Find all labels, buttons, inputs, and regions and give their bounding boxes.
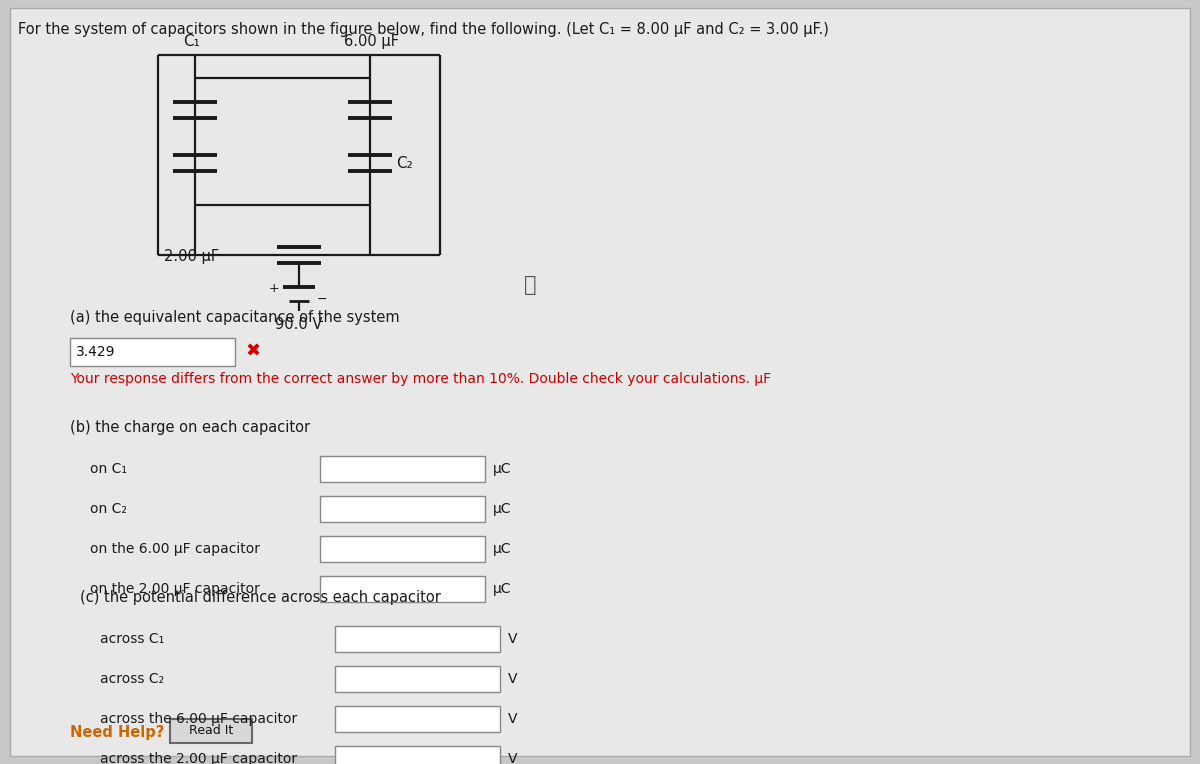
Text: V: V [508, 712, 517, 726]
FancyBboxPatch shape [335, 706, 500, 732]
Text: −: − [317, 293, 328, 306]
Text: across C₁: across C₁ [100, 632, 164, 646]
FancyBboxPatch shape [335, 746, 500, 764]
Text: 90.0 V: 90.0 V [275, 317, 323, 332]
Text: ⓘ: ⓘ [523, 275, 536, 295]
FancyBboxPatch shape [170, 719, 252, 743]
Text: across the 2.00 μF capacitor: across the 2.00 μF capacitor [100, 752, 298, 764]
Text: V: V [508, 672, 517, 686]
Text: C₂: C₂ [396, 156, 413, 170]
Text: Your response differs from the correct answer by more than 10%. Double check you: Your response differs from the correct a… [70, 372, 772, 386]
FancyBboxPatch shape [70, 338, 235, 366]
FancyBboxPatch shape [335, 626, 500, 652]
Text: on C₂: on C₂ [90, 502, 127, 516]
Text: Read It: Read It [188, 724, 233, 737]
Text: ✖: ✖ [245, 343, 260, 361]
Text: on the 2.00 μF capacitor: on the 2.00 μF capacitor [90, 582, 260, 596]
Text: μC: μC [493, 582, 511, 596]
Text: on the 6.00 μF capacitor: on the 6.00 μF capacitor [90, 542, 260, 556]
FancyBboxPatch shape [320, 496, 485, 522]
FancyBboxPatch shape [10, 8, 1190, 756]
Text: across C₂: across C₂ [100, 672, 164, 686]
Text: μC: μC [493, 542, 511, 556]
Text: V: V [508, 632, 517, 646]
FancyBboxPatch shape [320, 576, 485, 602]
Text: 3.429: 3.429 [76, 345, 115, 359]
Text: on C₁: on C₁ [90, 462, 127, 476]
Text: +: + [269, 283, 278, 296]
Text: For the system of capacitors shown in the figure below, find the following. (Let: For the system of capacitors shown in th… [18, 22, 829, 37]
Text: (a) the equivalent capacitance of the system: (a) the equivalent capacitance of the sy… [70, 310, 400, 325]
Text: (c) the potential difference across each capacitor: (c) the potential difference across each… [80, 590, 440, 605]
Text: μC: μC [493, 502, 511, 516]
Text: Need Help?: Need Help? [70, 724, 164, 740]
Text: μC: μC [493, 462, 511, 476]
Text: V: V [508, 752, 517, 764]
Text: C₁: C₁ [182, 34, 199, 49]
Text: across the 6.00 μF capacitor: across the 6.00 μF capacitor [100, 712, 298, 726]
FancyBboxPatch shape [320, 456, 485, 482]
FancyBboxPatch shape [320, 536, 485, 562]
FancyBboxPatch shape [335, 666, 500, 692]
Text: (b) the charge on each capacitor: (b) the charge on each capacitor [70, 420, 310, 435]
Text: 6.00 μF: 6.00 μF [344, 34, 400, 49]
Text: 2.00 μF: 2.00 μF [164, 250, 220, 264]
